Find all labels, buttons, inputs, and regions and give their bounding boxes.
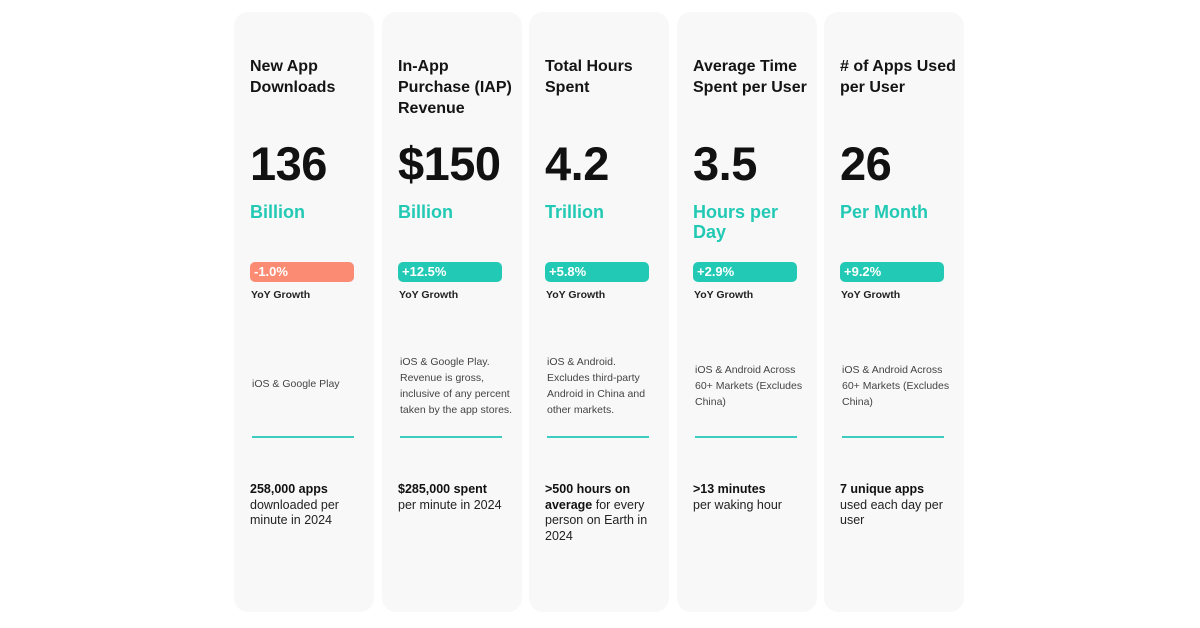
card-title: In-App Purchase (IAP) Revenue (398, 58, 512, 117)
card-value: 136 (250, 137, 327, 190)
growth-label: YoY Growth (546, 289, 606, 301)
divider (695, 436, 797, 438)
growth-label: YoY Growth (694, 289, 754, 301)
growth-label: YoY Growth (399, 289, 459, 301)
card-footer: 258,000 apps downloaded per minute in 20… (250, 482, 368, 529)
stat-card-new-app-downloads: New App Downloads 136 Billion -1.0% YoY … (234, 12, 374, 612)
growth-badge: +9.2% (840, 262, 944, 282)
card-footer: 7 unique apps used each day per user (840, 482, 958, 529)
card-value: 3.5 (693, 137, 757, 190)
card-unit: Per Month (840, 202, 928, 222)
divider (547, 436, 649, 438)
stat-card-total-hours: Total Hours Spent 4.2 Trillion +5.8% YoY… (529, 12, 669, 612)
card-unit: Billion (250, 202, 305, 222)
card-footer: $285,000 spent per minute in 2024 (398, 482, 516, 513)
stat-card-avg-time-per-user: Average Time Spent per User 3.5 Hours pe… (677, 12, 817, 612)
footer-highlight: >500 hours on (545, 482, 631, 496)
card-unit: Trillion (545, 202, 605, 222)
card-value: 26 (840, 137, 892, 190)
footer-highlight: 258,000 apps (250, 482, 328, 496)
footer-text: for every person on Earth in 2024 (545, 497, 648, 543)
stat-card-iap-revenue: In-App Purchase (IAP) Revenue $150 Billi… (382, 12, 522, 612)
card-title: Average Time Spent per User (693, 58, 807, 96)
card-note: iOS & Google Play. Revenue is gross, inc… (400, 356, 513, 416)
footer-text: used each day per user (840, 497, 943, 528)
footer-text: per minute in 2024 (398, 497, 502, 512)
divider (842, 436, 944, 438)
card-unit: Billion (398, 202, 453, 222)
growth-label: YoY Growth (251, 289, 311, 301)
growth-badge: +5.8% (545, 262, 649, 282)
stat-card-apps-per-user: # of Apps Used per User 26 Per Month +9.… (824, 12, 964, 612)
card-note: iOS & Android Across 60+ Markets (Exclud… (842, 364, 950, 408)
growth-label: YoY Growth (841, 289, 901, 301)
card-title: New App Downloads (250, 58, 336, 96)
card-value: $150 (398, 137, 501, 190)
footer-highlight: $285,000 spent (398, 482, 487, 496)
card-unit: Hours per Day (693, 202, 779, 242)
card-title: # of Apps Used per User (840, 58, 956, 96)
card-value: 4.2 (545, 137, 609, 190)
footer-highlight: >13 minutes (693, 482, 766, 496)
divider (252, 436, 354, 438)
card-footer: >500 hours on average for every person o… (545, 482, 663, 544)
divider (400, 436, 502, 438)
card-title: Total Hours Spent (545, 58, 633, 96)
growth-badge: +2.9% (693, 262, 797, 282)
footer-highlight: 7 unique apps (840, 482, 925, 496)
footer-text: downloaded per minute in 2024 (250, 497, 339, 528)
footer-text: per waking hour (693, 497, 782, 512)
growth-badge: -1.0% (250, 262, 354, 282)
card-note: iOS & Google Play (252, 378, 340, 390)
growth-badge: +12.5% (398, 262, 502, 282)
footer-highlight-2: average (545, 497, 593, 512)
card-footer: >13 minutes per waking hour (693, 482, 811, 513)
card-note: iOS & Android Across 60+ Markets (Exclud… (695, 364, 803, 408)
card-note: iOS & Android. Excludes third-party Andr… (547, 356, 646, 416)
